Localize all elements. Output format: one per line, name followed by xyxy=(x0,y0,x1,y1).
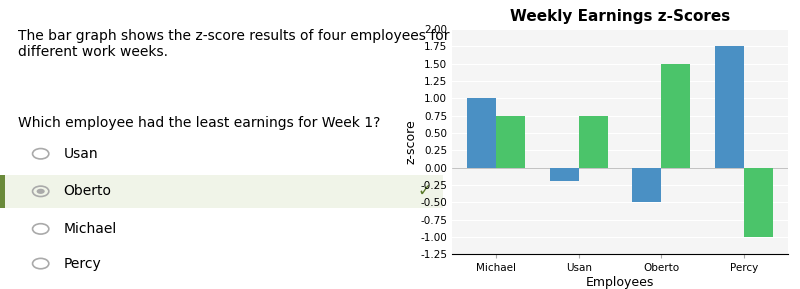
Y-axis label: z-score: z-score xyxy=(404,119,418,164)
Bar xyxy=(662,64,690,168)
Text: Oberto: Oberto xyxy=(63,184,111,198)
Circle shape xyxy=(37,189,45,194)
FancyBboxPatch shape xyxy=(0,175,6,208)
Bar xyxy=(550,168,578,181)
Bar xyxy=(632,168,662,202)
Text: Percy: Percy xyxy=(63,257,101,271)
Text: The bar graph shows the z-score results of four employees for two
different work: The bar graph shows the z-score results … xyxy=(18,29,479,59)
Bar xyxy=(578,116,608,168)
Text: Usan: Usan xyxy=(63,147,98,161)
X-axis label: Employees: Employees xyxy=(586,276,654,289)
Bar xyxy=(467,98,496,168)
Text: Which employee had the least earnings for Week 1?: Which employee had the least earnings fo… xyxy=(18,116,381,129)
Text: Michael: Michael xyxy=(63,222,117,236)
FancyBboxPatch shape xyxy=(0,175,443,208)
Text: ✓: ✓ xyxy=(418,182,432,200)
Bar xyxy=(744,168,773,237)
Bar xyxy=(715,46,744,168)
Title: Weekly Earnings z-Scores: Weekly Earnings z-Scores xyxy=(510,9,730,24)
Bar xyxy=(496,116,525,168)
